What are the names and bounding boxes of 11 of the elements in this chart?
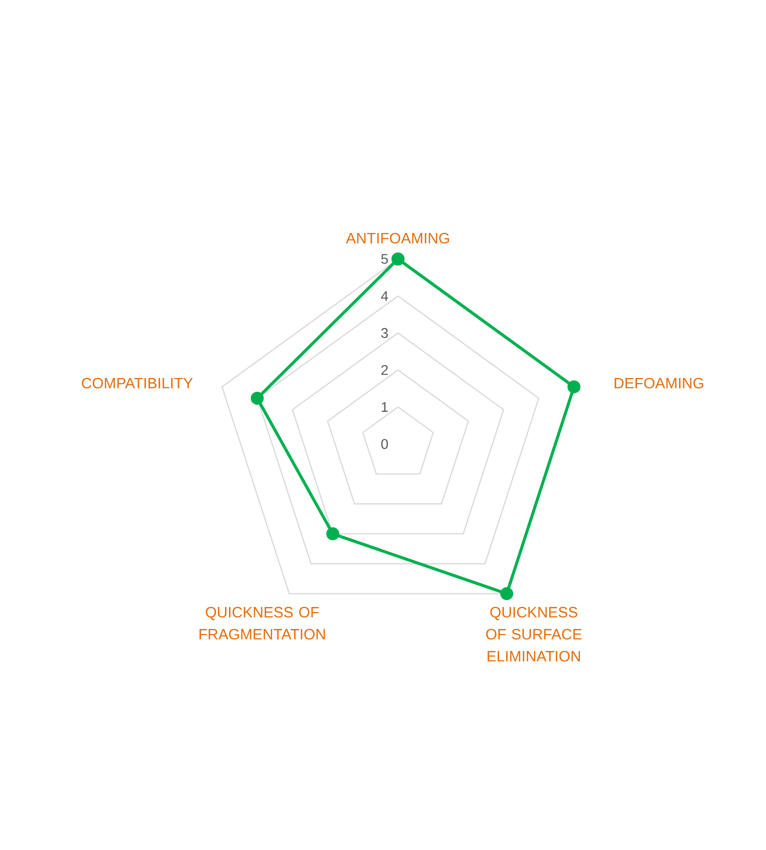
spoke-label: QUICKNESS OF SURFACE ELIMINATION xyxy=(486,606,582,662)
spoke-label: COMPATIBILITY xyxy=(82,378,193,388)
y-tick-label: 0 xyxy=(381,439,388,449)
spoke-label: QUICKNESS OF FRAGMENTATION xyxy=(200,606,325,640)
y-tick-label: 4 xyxy=(381,291,388,301)
spoke-label: ANTIFOAMING xyxy=(346,232,449,244)
y-tick-label: 2 xyxy=(381,365,388,375)
y-tick-label: 1 xyxy=(382,402,388,412)
y-tick-label: 3 xyxy=(381,328,388,338)
y-tick-label: 5 xyxy=(381,254,388,264)
spoke-label: DEFOAMING xyxy=(614,378,704,388)
